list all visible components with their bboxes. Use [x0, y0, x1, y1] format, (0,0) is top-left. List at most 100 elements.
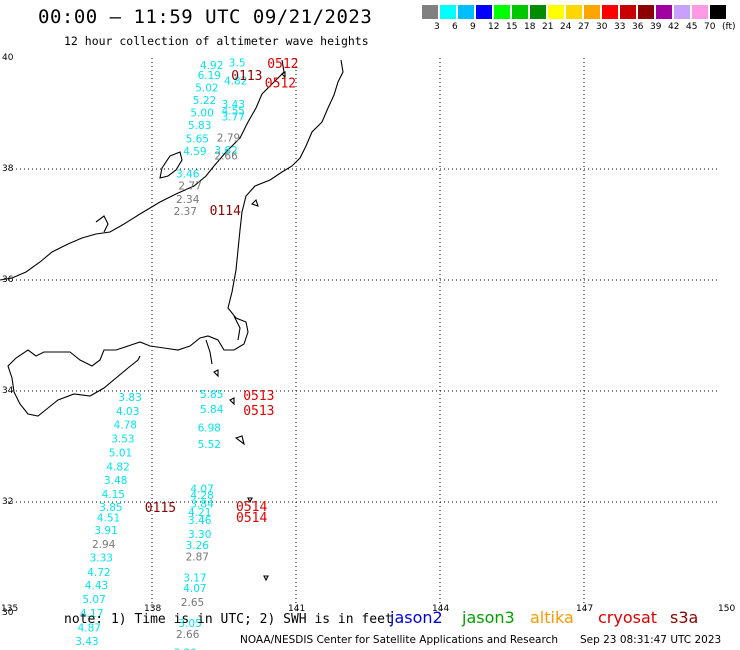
wave-height-value: 4.21: [188, 507, 211, 519]
scale-swatch: [458, 5, 474, 19]
pass-time-label: 0115: [145, 501, 176, 516]
wave-height-value: 3.5: [229, 57, 246, 69]
wave-height-value: 3.48: [104, 475, 127, 487]
pass-time-label: 0113: [231, 69, 262, 84]
scale-swatch: [566, 5, 582, 19]
wave-height-value: 5.07: [82, 594, 105, 606]
scale-swatch: [620, 5, 636, 19]
scale-label: 42: [668, 22, 680, 32]
wave-height-value: 3.26: [186, 540, 210, 552]
satellite-legend-cryosat: cryosat: [598, 608, 658, 627]
scale-swatch: [584, 5, 600, 19]
scale-swatch: [638, 5, 654, 19]
scale-label: 70: [704, 22, 716, 32]
wave-height-value: 3.62: [214, 145, 237, 157]
scale-label: 18: [524, 22, 536, 32]
wave-height-value: 5.02: [195, 82, 218, 94]
small-island-5: [247, 497, 253, 504]
wave-height-value: 4.87: [78, 622, 101, 634]
wave-height-value: 3.46: [176, 168, 200, 180]
scale-label: 30: [596, 22, 608, 32]
lat-tick-label: 38: [2, 164, 14, 174]
wave-height-value: 5.84: [200, 404, 224, 416]
wave-height-value: 4.82: [224, 76, 247, 88]
scale-swatch: [602, 5, 618, 19]
wave-height-value: 3.29: [174, 647, 197, 650]
satellite-legend-jason2: jason2: [390, 608, 443, 627]
scale-label: 45: [686, 22, 698, 32]
small-island-6: [263, 575, 269, 582]
wave-height-value: 5.85: [200, 389, 223, 401]
small-island-2: [213, 369, 219, 378]
wave-height-value: 2.66: [214, 151, 238, 163]
lon-tick-label: 144: [432, 604, 449, 614]
scale-swatch: [476, 5, 492, 19]
coastline: [0, 59, 344, 582]
scale-label: 39: [650, 22, 662, 32]
scale-swatch: [440, 5, 456, 19]
wave-height-value: 3.33: [90, 552, 113, 564]
wave-height-value: 3.30: [188, 529, 211, 541]
pass-time-label: 0513: [243, 404, 274, 419]
wave-height-value: 3.91: [94, 525, 117, 537]
wave-height-value: 3.43: [75, 636, 98, 648]
small-island-4: [234, 435, 245, 446]
wave-height-value: 3.05: [178, 618, 201, 630]
note-text: note: 1) Time is in UTC; 2) SWH is in fe…: [64, 612, 393, 627]
scale-swatch: [710, 5, 726, 19]
lat-tick-label: 34: [2, 386, 14, 396]
boso-peninsula: [233, 315, 241, 341]
satellite-legend-jason3: jason3: [462, 608, 515, 627]
wave-height-value: 4.03: [116, 406, 139, 418]
lon-tick-label: 141: [288, 604, 305, 614]
wave-height-value: 4.55: [222, 106, 245, 118]
wave-height-value: 4.28: [190, 490, 213, 502]
wave-height-value: 5.00: [190, 107, 213, 119]
wave-height-value: 5.65: [186, 133, 209, 145]
wave-height-value: 5.01: [109, 447, 132, 459]
small-island-3: [229, 397, 235, 406]
wave-height-value: 3.46: [188, 515, 212, 527]
lat-tick-label: 30: [2, 608, 14, 618]
wave-height-value: 3.53: [111, 434, 134, 446]
scale-label: 3: [434, 22, 440, 32]
izu-peninsula: [205, 339, 213, 365]
scale-label: 15: [506, 22, 518, 32]
wave-height-value: 5.83: [188, 120, 211, 132]
lon-tick-label: 150: [718, 604, 735, 614]
lat-tick-label: 32: [2, 497, 13, 507]
wave-height-value: 3.84: [190, 499, 214, 511]
credit-text: NOAA/NESDIS Center for Satellite Applica…: [240, 634, 558, 646]
timestamp-text: Sep 23 08:31:47 UTC 2023: [580, 634, 722, 646]
scale-swatch: [422, 5, 438, 19]
wave-height-value: 3.43: [222, 99, 245, 111]
scale-swatch: [494, 5, 510, 19]
lon-tick-label: 135: [1, 604, 18, 614]
wave-height-value: 4.78: [114, 420, 137, 432]
map-subtitle: 12 hour collection of altimeter wave hei…: [64, 34, 369, 48]
small-island-7: [281, 70, 286, 79]
wave-height-value: 3.77: [222, 112, 245, 124]
wave-height-value: 6.19: [198, 70, 221, 82]
scale-swatch: [512, 5, 528, 19]
wave-height-value: 2.66: [176, 629, 200, 641]
wave-height-value: 4.82: [106, 461, 129, 473]
honshu-coast: [7, 59, 344, 417]
scale-label: 27: [578, 22, 590, 32]
pass-time-labels: 0512011305120114051305130115051405140116: [114, 57, 299, 650]
wave-height-value: 4.51: [97, 512, 120, 524]
wave-height-value: 4.43: [85, 580, 108, 592]
pass-time-label: 0114: [210, 204, 241, 219]
map-title: 00:00 – 11:59 UTC 09/21/2023: [38, 6, 373, 28]
wave-height-value: 2.37: [174, 206, 197, 218]
wave-height-value: 2.94: [92, 539, 116, 551]
scale-label: 9: [470, 22, 476, 32]
wave-height-value: 3.85: [99, 502, 122, 514]
wave-height-value: 2.77: [178, 181, 201, 193]
wave-height-value: 4.07: [190, 484, 213, 496]
japan-sea-coast: [0, 59, 285, 281]
wave-height-value: 4.72: [87, 567, 110, 579]
satellite-legend-altika: altika: [530, 608, 574, 627]
wave-height-value: 3.17: [183, 572, 206, 584]
